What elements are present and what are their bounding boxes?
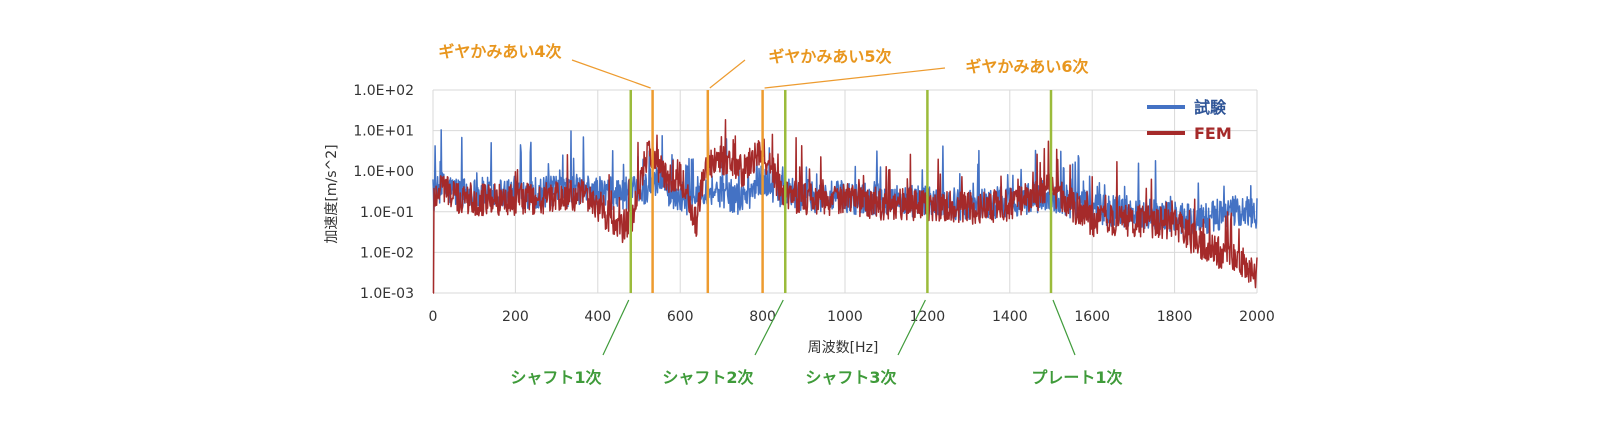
annotation-label: ギヤかみあい6次 [965,57,1088,76]
x-tick-label: 400 [584,309,611,325]
annotation-label: シャフト2次 [662,368,753,387]
legend: 試験 FEM [1147,98,1232,143]
annotation-leader [571,59,651,89]
x-tick-label: 0 [429,309,438,325]
x-tick-label: 2000 [1239,309,1275,325]
y-tick-label: 1.0E-01 [360,205,414,221]
y-tick-label: 1.0E+01 [353,124,414,140]
y-tick-label: 1.0E+00 [353,164,414,180]
resonance-markers [629,90,1053,293]
annotation-label: シャフト1次 [510,368,601,387]
annotation-leader [764,67,946,89]
annotation-label: プレート1次 [1031,368,1122,387]
x-tick-label: 1000 [827,309,863,325]
x-tick-label: 1200 [910,309,946,325]
annotation-label: ギヤかみあい5次 [768,47,891,66]
y-tick-label: 1.0E+02 [353,83,414,99]
series-lines [432,106,1258,294]
legend-label-test: 試験 [1194,98,1227,117]
x-tick-label: 1400 [992,309,1028,325]
x-tick-label: 1600 [1074,309,1110,325]
annotation-leader [709,59,746,89]
annotation-leader [1052,299,1076,356]
y-tick-label: 1.0E-03 [360,286,414,302]
annotation-leader [897,299,926,356]
x-tick-label: 1800 [1157,309,1193,325]
annotation-label: シャフト3次 [805,368,896,387]
x-axis-title: 周波数[Hz] [808,340,879,356]
y-axis-title: 加速度[m/s^2] [324,144,340,243]
y-tick-label: 1.0E-02 [360,245,414,261]
series-fem-line [432,106,1258,294]
annotation-label: ギヤかみあい4次 [438,42,561,61]
x-tick-label: 600 [667,309,694,325]
annotation-leader [602,299,630,356]
x-tick-label: 800 [749,309,776,325]
axes: 0 200 400 600 800 1000 1200 1400 1600 1800 2000 1.0… [353,83,1274,325]
legend-label-fem: FEM [1194,124,1232,143]
x-tick-label: 200 [502,309,529,325]
annotation-leader [754,299,784,356]
